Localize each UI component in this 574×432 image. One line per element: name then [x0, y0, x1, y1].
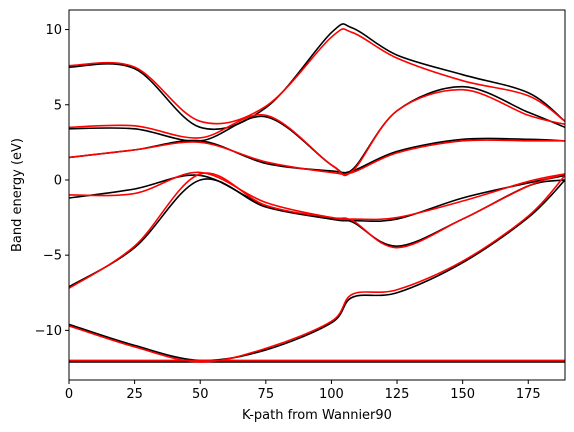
black-band-line-0 — [69, 179, 565, 362]
x-tick-label: 100 — [319, 387, 344, 402]
red-band-line-9 — [69, 171, 565, 221]
y-axis-label: Band energy (eV) — [10, 138, 25, 252]
red-band-line-12 — [69, 28, 565, 125]
y-axis-ticks: −10 −5 0 5 10 — [35, 23, 69, 339]
y-tick-label: 10 — [45, 23, 62, 38]
x-tick-label: 150 — [450, 387, 475, 402]
y-tick-label: −10 — [35, 324, 62, 339]
x-tick-label: 0 — [65, 387, 73, 402]
black-band-line-5 — [69, 23, 565, 131]
x-axis-label: K-path from Wannier90 — [242, 408, 392, 423]
x-axis-ticks: 0 25 50 75 100 125 150 175 — [65, 380, 541, 402]
band-lines — [69, 23, 565, 363]
x-tick-label: 50 — [192, 387, 209, 402]
x-tick-label: 175 — [516, 387, 541, 402]
red-band-line-11 — [69, 88, 565, 177]
y-tick-label: 0 — [54, 173, 62, 188]
black-band-line-2 — [69, 174, 565, 223]
x-tick-label: 75 — [258, 387, 275, 402]
plot-frame — [68, 9, 566, 381]
x-tick-label: 25 — [126, 387, 143, 402]
y-tick-label: −5 — [43, 249, 62, 264]
x-tick-label: 125 — [385, 387, 410, 402]
red-band-line-7 — [69, 174, 565, 363]
y-tick-label: 5 — [54, 98, 62, 113]
